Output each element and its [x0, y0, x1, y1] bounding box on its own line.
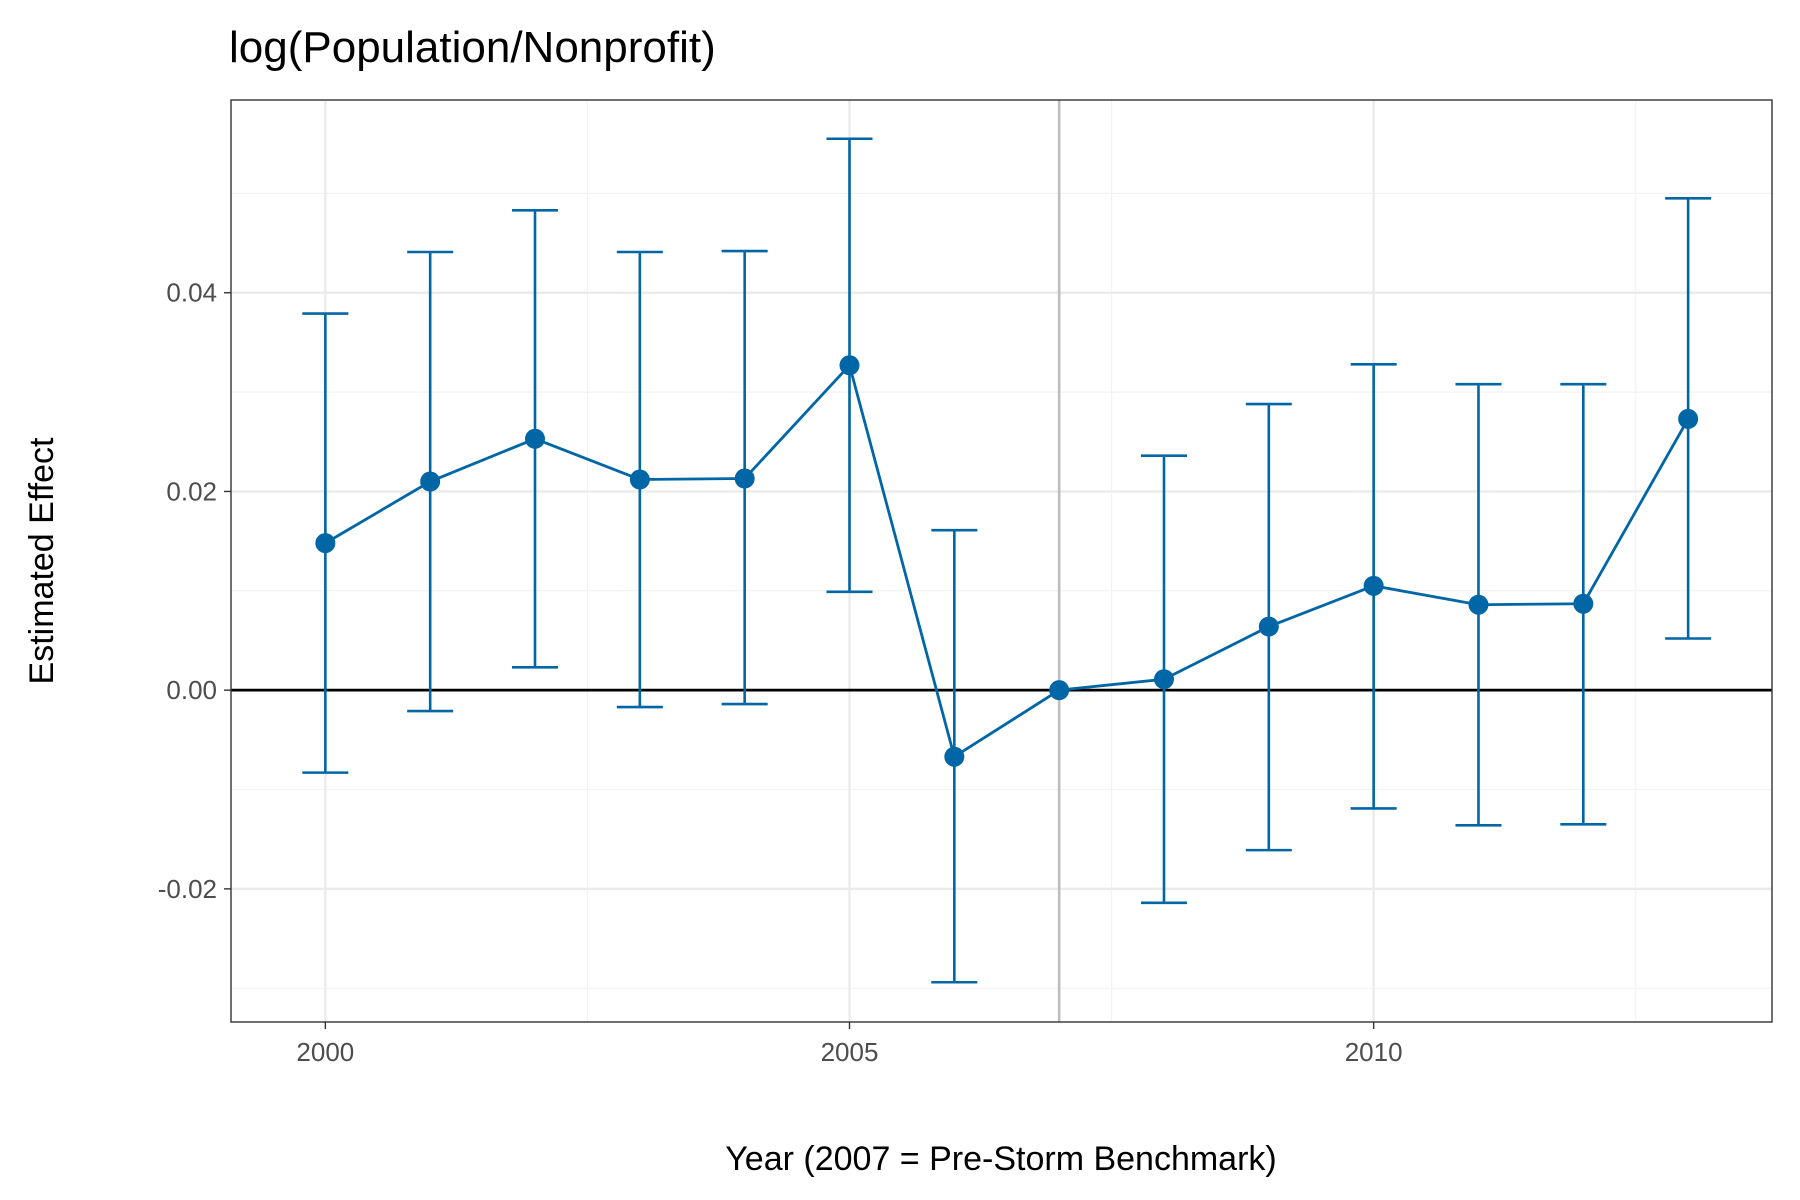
data-point-2008	[1153, 669, 1174, 690]
data-point-2006	[944, 746, 965, 767]
y-axis: -0.02 0.00 0.02 0.04	[158, 278, 231, 904]
x-tick-label: 2000	[296, 1037, 354, 1067]
data-point-2000	[315, 533, 336, 554]
y-tick-label: 0.00	[166, 675, 217, 705]
data-point-2010	[1363, 575, 1384, 596]
x-axis-title: Year (2007 = Pre-Storm Benchmark)	[725, 1140, 1277, 1178]
grid	[231, 100, 1772, 1022]
data-points	[315, 355, 1699, 767]
y-tick-label: 0.02	[166, 476, 217, 506]
error-bars	[302, 137, 1712, 984]
chart-title: log(Population/Nonprofit)	[229, 23, 716, 72]
y-axis-title: Estimated Effect	[23, 437, 61, 684]
x-tick-label: 2010	[1345, 1037, 1403, 1067]
plot-panel	[230, 99, 1773, 1023]
data-point-2004	[734, 468, 755, 489]
data-point-2011	[1468, 594, 1489, 615]
reference-lines	[231, 100, 1772, 1022]
data-point-2003	[629, 469, 650, 490]
y-tick-label: 0.04	[166, 278, 217, 308]
data-point-2013	[1678, 408, 1699, 429]
data-point-2005	[839, 355, 860, 376]
series-line-group	[324, 362, 1690, 759]
data-point-2012	[1573, 593, 1594, 614]
x-tick-label: 2005	[821, 1037, 879, 1067]
x-axis: 2000 2005 2010	[296, 1022, 1403, 1067]
series-line	[324, 362, 1690, 759]
data-point-2009	[1258, 616, 1279, 637]
data-point-2002	[525, 428, 546, 449]
y-tick-label: -0.02	[158, 874, 217, 904]
data-point-2007	[1049, 680, 1070, 701]
data-point-2001	[420, 471, 441, 492]
